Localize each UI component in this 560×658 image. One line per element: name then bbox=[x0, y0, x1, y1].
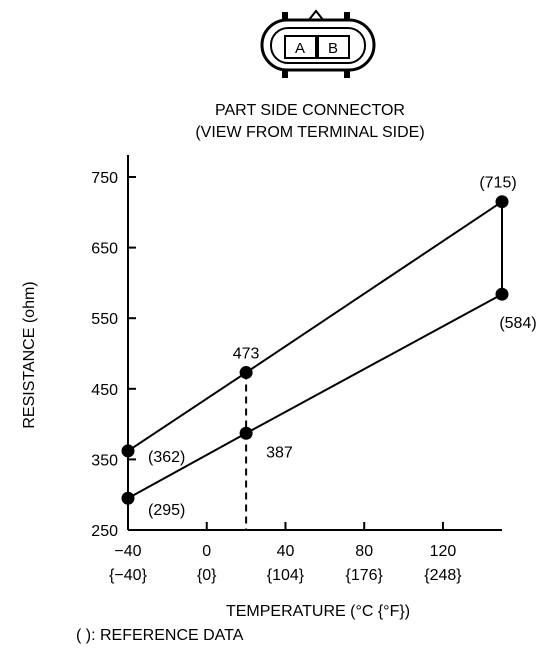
upper-series-line bbox=[127, 200, 503, 452]
x-tick-label-celsius: −40 bbox=[114, 543, 141, 560]
y-tick-label: 650 bbox=[91, 241, 118, 258]
resistance-chart: 250 350 450 550 650 750 −40 {−40} 0 {0} 40 {104} 80… bbox=[91, 155, 537, 584]
connector-lines bbox=[245, 201, 503, 530]
y-tick-label: 450 bbox=[91, 382, 118, 399]
x-tick-label-celsius: 120 bbox=[430, 543, 457, 560]
connector-tab-left bbox=[282, 12, 288, 21]
connector-tab-right bbox=[344, 12, 350, 21]
data-point bbox=[121, 491, 135, 505]
point-value-label: 473 bbox=[233, 346, 260, 363]
point-value-label: (715) bbox=[479, 175, 516, 192]
data-point bbox=[495, 287, 509, 301]
connector-inner-shell bbox=[270, 27, 366, 64]
x-axis-title: TEMPERATURE (°C {°F}) bbox=[226, 603, 410, 620]
pin-a-label: A bbox=[295, 40, 305, 57]
y-tick-label: 350 bbox=[91, 452, 118, 469]
reference-footnote: ( ): REFERENCE DATA bbox=[76, 627, 244, 644]
x-tick-label-fahrenheit: {−40} bbox=[109, 567, 147, 584]
point-labels: (715) (584) 473 387 (362) (295) bbox=[148, 175, 537, 520]
y-ticks: 250 350 450 550 650 750 bbox=[91, 170, 136, 540]
x-tick-label-fahrenheit: {248} bbox=[424, 567, 462, 584]
y-tick-label: 250 bbox=[91, 523, 118, 540]
data-point bbox=[239, 426, 253, 440]
point-value-label: (584) bbox=[499, 315, 536, 332]
connector-caption-line2: (VIEW FROM TERMINAL SIDE) bbox=[195, 124, 424, 141]
y-tick-label: 750 bbox=[91, 170, 118, 187]
y-tick-label: 550 bbox=[91, 311, 118, 328]
x-tick-label-fahrenheit: {104} bbox=[267, 567, 305, 584]
data-points bbox=[121, 195, 509, 505]
pin-b-label: B bbox=[328, 40, 338, 57]
connector-caption-line1: PART SIDE CONNECTOR bbox=[215, 102, 405, 119]
connector-pin-b bbox=[317, 35, 350, 59]
x-tick-label-fahrenheit: {0} bbox=[197, 567, 217, 584]
data-point bbox=[495, 195, 509, 209]
connector-pin-a bbox=[284, 35, 317, 59]
point-value-label: (295) bbox=[148, 502, 185, 519]
x-tick-label-celsius: 0 bbox=[202, 543, 211, 560]
x-tick-label-celsius: 40 bbox=[277, 543, 295, 560]
x-tick-label-celsius: 80 bbox=[355, 543, 373, 560]
point-value-label: 387 bbox=[266, 444, 293, 461]
connector-outer-shell bbox=[260, 18, 376, 72]
x-ticks: −40 {−40} 0 {0} 40 {104} 80 {176} 120 {248} bbox=[109, 522, 462, 584]
data-point bbox=[121, 444, 135, 458]
point-value-label: (362) bbox=[148, 449, 185, 466]
x-tick-label-fahrenheit: {176} bbox=[346, 567, 384, 584]
connector-latch bbox=[307, 9, 325, 22]
connector-illustration: A B bbox=[260, 9, 376, 78]
lower-series-line bbox=[127, 293, 503, 500]
connector-foot-left bbox=[282, 69, 288, 78]
data-point bbox=[239, 366, 253, 380]
connector-foot-right bbox=[344, 69, 350, 78]
y-axis-title: RESISTANCE (ohm) bbox=[21, 281, 38, 428]
